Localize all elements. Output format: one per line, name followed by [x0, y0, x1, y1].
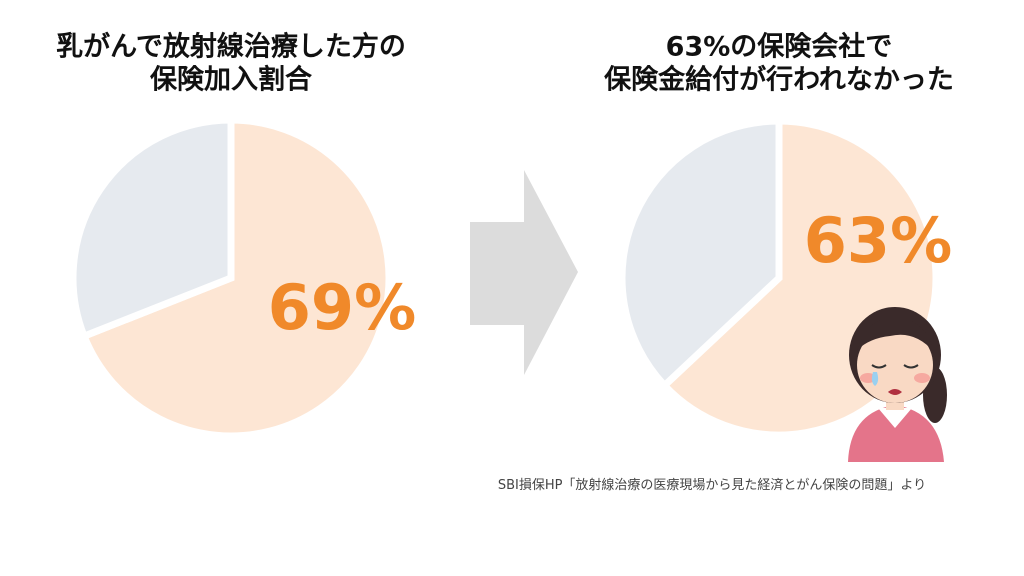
chart-title: 63%の保険会社で [666, 31, 893, 63]
source-note: SBI損保HP「放射線治療の医療現場から見た経済とがん保険の問題」より [498, 477, 926, 493]
crying-woman-illustration [848, 307, 947, 462]
chart-title: 保険金給付が行われなかった [603, 64, 954, 96]
chart-title: 保険加入割合 [149, 64, 312, 96]
value-label: 63% [804, 204, 952, 277]
pie-slice [69, 116, 235, 341]
pie-slice [79, 116, 393, 440]
arrow [470, 170, 578, 375]
pie-slice [618, 117, 783, 391]
chart-title: 乳がんで放射線治療した方の [56, 31, 406, 63]
value-label: 69% [268, 271, 416, 344]
